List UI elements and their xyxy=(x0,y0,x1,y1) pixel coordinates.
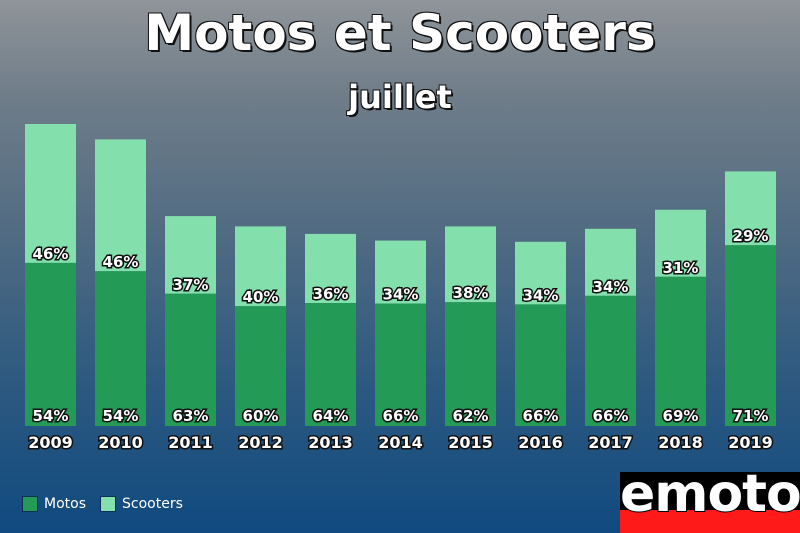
bar-motos-2015 xyxy=(445,302,496,426)
bar-motos-2017 xyxy=(585,295,636,426)
data-label-motos-2015: 62% xyxy=(453,407,489,425)
x-tick-label-2012: 2012 xyxy=(238,433,283,452)
data-label-motos-2019: 71% xyxy=(733,407,769,425)
logo-black-band xyxy=(620,472,800,510)
x-tick-label-2019: 2019 xyxy=(728,433,773,452)
legend-item-scooters: Scooters xyxy=(100,496,183,512)
logo-text: emoto xyxy=(620,472,800,525)
data-label-scooters-2014: 34% xyxy=(383,286,419,304)
bar-scooters-2019 xyxy=(725,171,776,246)
bar-motos-2009 xyxy=(25,262,76,426)
legend-item-motos: Motos xyxy=(22,496,86,512)
bar-motos-2019 xyxy=(725,245,776,426)
legend-label-motos: Motos xyxy=(44,496,86,512)
data-label-scooters-2016: 34% xyxy=(523,286,559,304)
data-label-motos-2017: 66% xyxy=(593,407,629,425)
bar-motos-2010 xyxy=(95,271,146,426)
data-label-scooters-2018: 31% xyxy=(663,259,699,277)
x-tick-label-2014: 2014 xyxy=(378,433,423,452)
data-label-scooters-2012: 40% xyxy=(243,288,279,306)
legend-swatch-scooters xyxy=(100,496,116,512)
bar-motos-2014 xyxy=(375,303,426,426)
logo-red-band xyxy=(620,510,800,533)
data-label-scooters-2010: 46% xyxy=(103,253,139,271)
x-tick-label-2010: 2010 xyxy=(98,433,143,452)
legend-swatch-motos xyxy=(22,496,38,512)
chart-title: Motos et Scooters xyxy=(144,3,657,63)
x-tick-label-2016: 2016 xyxy=(518,433,563,452)
x-tick-label-2018: 2018 xyxy=(658,433,703,452)
data-label-motos-2016: 66% xyxy=(523,407,559,425)
legend: Motos Scooters xyxy=(22,496,197,512)
data-label-motos-2013: 64% xyxy=(313,407,349,425)
data-label-motos-2011: 63% xyxy=(173,407,209,425)
bar-scooters-2013 xyxy=(305,233,356,304)
bar-scooters-2015 xyxy=(445,226,496,303)
bar-scooters-2010 xyxy=(95,139,146,272)
bar-scooters-2009 xyxy=(25,124,76,263)
bar-scooters-2014 xyxy=(375,240,426,304)
data-label-scooters-2009: 46% xyxy=(33,245,69,263)
x-tick-label-2017: 2017 xyxy=(588,433,633,452)
data-label-scooters-2015: 38% xyxy=(453,284,489,302)
data-label-scooters-2011: 37% xyxy=(173,276,209,294)
bar-motos-2018 xyxy=(655,276,706,426)
x-tick-label-2009: 2009 xyxy=(28,433,73,452)
bar-motos-2011 xyxy=(165,293,216,426)
x-tick-label-2011: 2011 xyxy=(168,433,213,452)
data-label-motos-2012: 60% xyxy=(243,407,279,425)
bar-scooters-2011 xyxy=(165,216,216,294)
bar-scooters-2018 xyxy=(655,209,706,277)
legend-label-scooters: Scooters xyxy=(122,496,183,512)
data-label-scooters-2013: 36% xyxy=(313,285,349,303)
data-label-motos-2018: 69% xyxy=(663,407,699,425)
bar-motos-2013 xyxy=(305,303,356,426)
x-tick-label-2013: 2013 xyxy=(308,433,353,452)
data-label-motos-2010: 54% xyxy=(103,407,139,425)
bar-scooters-2016 xyxy=(515,241,566,305)
bar-motos-2016 xyxy=(515,304,566,426)
chart-subtitle: juillet xyxy=(348,78,452,116)
data-label-motos-2014: 66% xyxy=(383,407,419,425)
bar-scooters-2017 xyxy=(585,228,636,296)
data-label-scooters-2019: 29% xyxy=(733,227,769,245)
data-label-motos-2009: 54% xyxy=(33,407,69,425)
bar-scooters-2012 xyxy=(235,226,286,307)
emoto-logo: emoto xyxy=(620,472,800,533)
bar-motos-2012 xyxy=(235,306,286,426)
x-tick-label-2015: 2015 xyxy=(448,433,493,452)
data-label-scooters-2017: 34% xyxy=(593,278,629,296)
